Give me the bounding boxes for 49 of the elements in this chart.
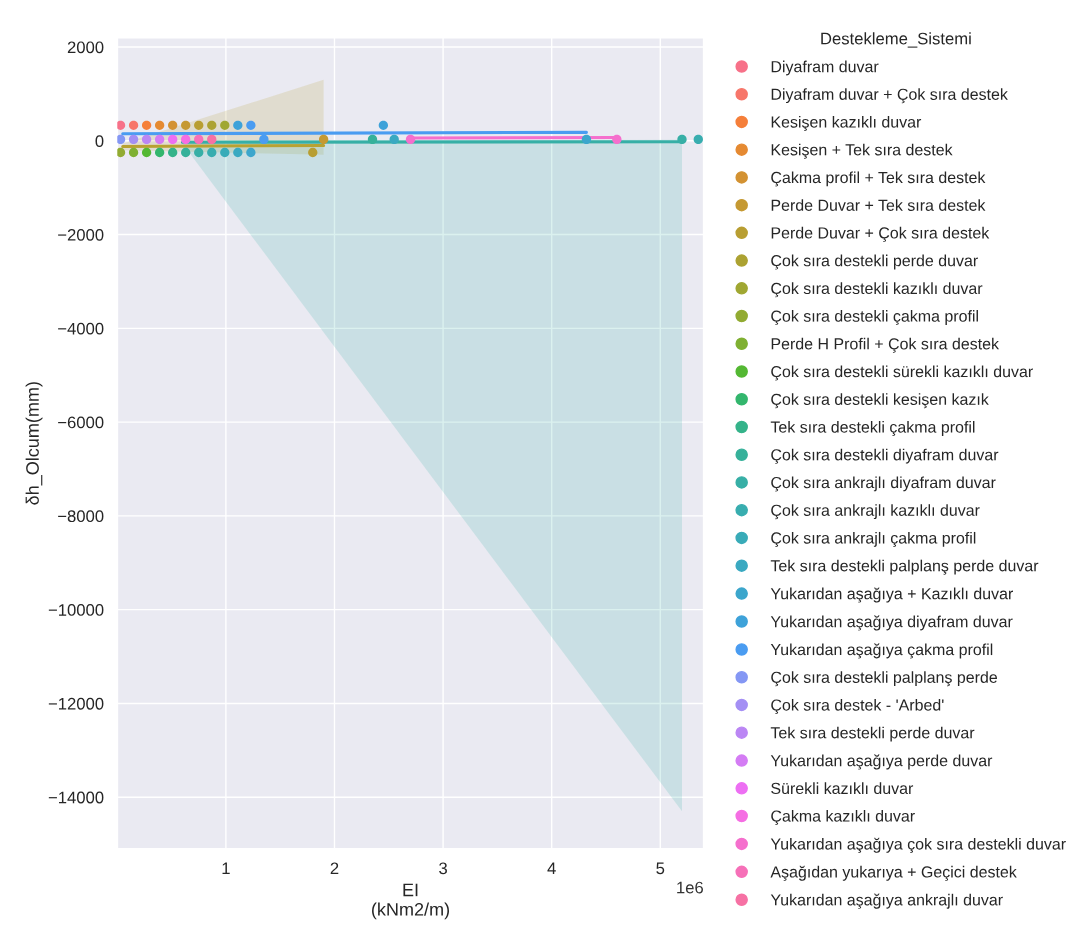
x-tick-label: 2 xyxy=(330,862,339,875)
legend-label: Diyafram duvar + Çok sıra destek xyxy=(771,88,1008,104)
legend-label: Perde H Profil + Çok sıra destek xyxy=(771,337,1000,353)
legend-label: Tek sıra destekli perde duvar xyxy=(770,726,975,742)
y-tick-label: −14000 xyxy=(48,791,104,804)
y-tick-label: −10000 xyxy=(48,604,104,616)
legend-label: Perde Duvar + Tek sıra destek xyxy=(771,199,986,211)
y-tick-label: 0 xyxy=(95,135,104,147)
y-tick-label: −6000 xyxy=(58,416,104,429)
legend-label: Yukarıdan aşağıya ankrajlı duvar xyxy=(770,893,1003,909)
x-tick-label: 1 xyxy=(222,862,230,875)
x-axis-title: EI (kNm2/m) xyxy=(372,883,449,920)
legend-label: Çakma profil + Tek sıra destek xyxy=(771,171,986,187)
legend-label: Kesişen + Tek sıra destek xyxy=(771,143,953,159)
legend-label: Yukarıdan aşağıya çakma profil xyxy=(770,643,993,659)
legend-label: Çok sıra destekli sürekli kazıklı duvar xyxy=(771,365,1033,381)
x-tick-label: 5 xyxy=(656,862,665,875)
legend-label: Çok sıra destekli kesişen kazık xyxy=(771,393,989,409)
y-tick-label: −2000 xyxy=(58,228,104,241)
legend-label: Tek sıra destekli palplanş perde duvar xyxy=(770,559,1039,575)
legend-label: Çok sıra destekli diyafram duvar xyxy=(771,448,999,464)
legend-label: Aşağıdan yukarıya + Geçici destek xyxy=(770,865,1017,881)
legend-label: Yukarıdan aşağıya perde duvar xyxy=(770,754,993,770)
legend-label: Diyafram duvar xyxy=(771,60,879,76)
legend-label: Perde Duvar + Çok sıra destek xyxy=(771,226,990,242)
legend-label: Çok sıra destek - 'Arbed' xyxy=(771,698,944,714)
y-tick-label: −4000 xyxy=(58,322,104,335)
legend-label: Çok sıra destekli perde duvar xyxy=(771,254,978,270)
legend-label: Çok sıra destekli çakma profil xyxy=(771,310,978,326)
x-tick-label: 3 xyxy=(439,862,447,875)
legend-label: Sürekli kazıklı duvar xyxy=(771,782,914,795)
legend-label: Çok sıra ankrajlı kazıklı duvar xyxy=(771,504,980,520)
legend-label: Çok sıra ankrajlı çakma profil xyxy=(771,531,976,547)
legend-label: Yukarıdan aşağıya + Kazıklı duvar xyxy=(770,587,1013,603)
legend-label: Çok sıra destekli kazıklı duvar xyxy=(771,282,983,298)
legend-label: Çok sıra destekli palplanş perde xyxy=(771,671,997,687)
y-tick-label: −8000 xyxy=(58,510,104,523)
y-tick-label: −12000 xyxy=(48,697,104,710)
y-axis-title: δh_Olcum(mm) xyxy=(25,382,43,505)
legend-label: Tek sıra destekli çakma profil xyxy=(770,421,975,436)
legend-label: Çakma kazıklı duvar xyxy=(771,809,915,825)
text: 1e6 xyxy=(677,881,703,894)
legend-label: Yukarıdan aşağıya diyafram duvar xyxy=(770,615,1013,631)
y-tick-label: 2000 xyxy=(67,41,104,54)
legend-label: Çok sıra ankrajlı diyafram duvar xyxy=(771,476,996,492)
legend-label: Yukarıdan aşağıya çok sıra destekli duvar xyxy=(770,837,1066,853)
legend-title: Destekleme_Sistemi xyxy=(821,32,971,48)
x-tick-label: 4 xyxy=(547,862,556,875)
legend-label: Kesişen kazıklı duvar xyxy=(771,115,922,131)
